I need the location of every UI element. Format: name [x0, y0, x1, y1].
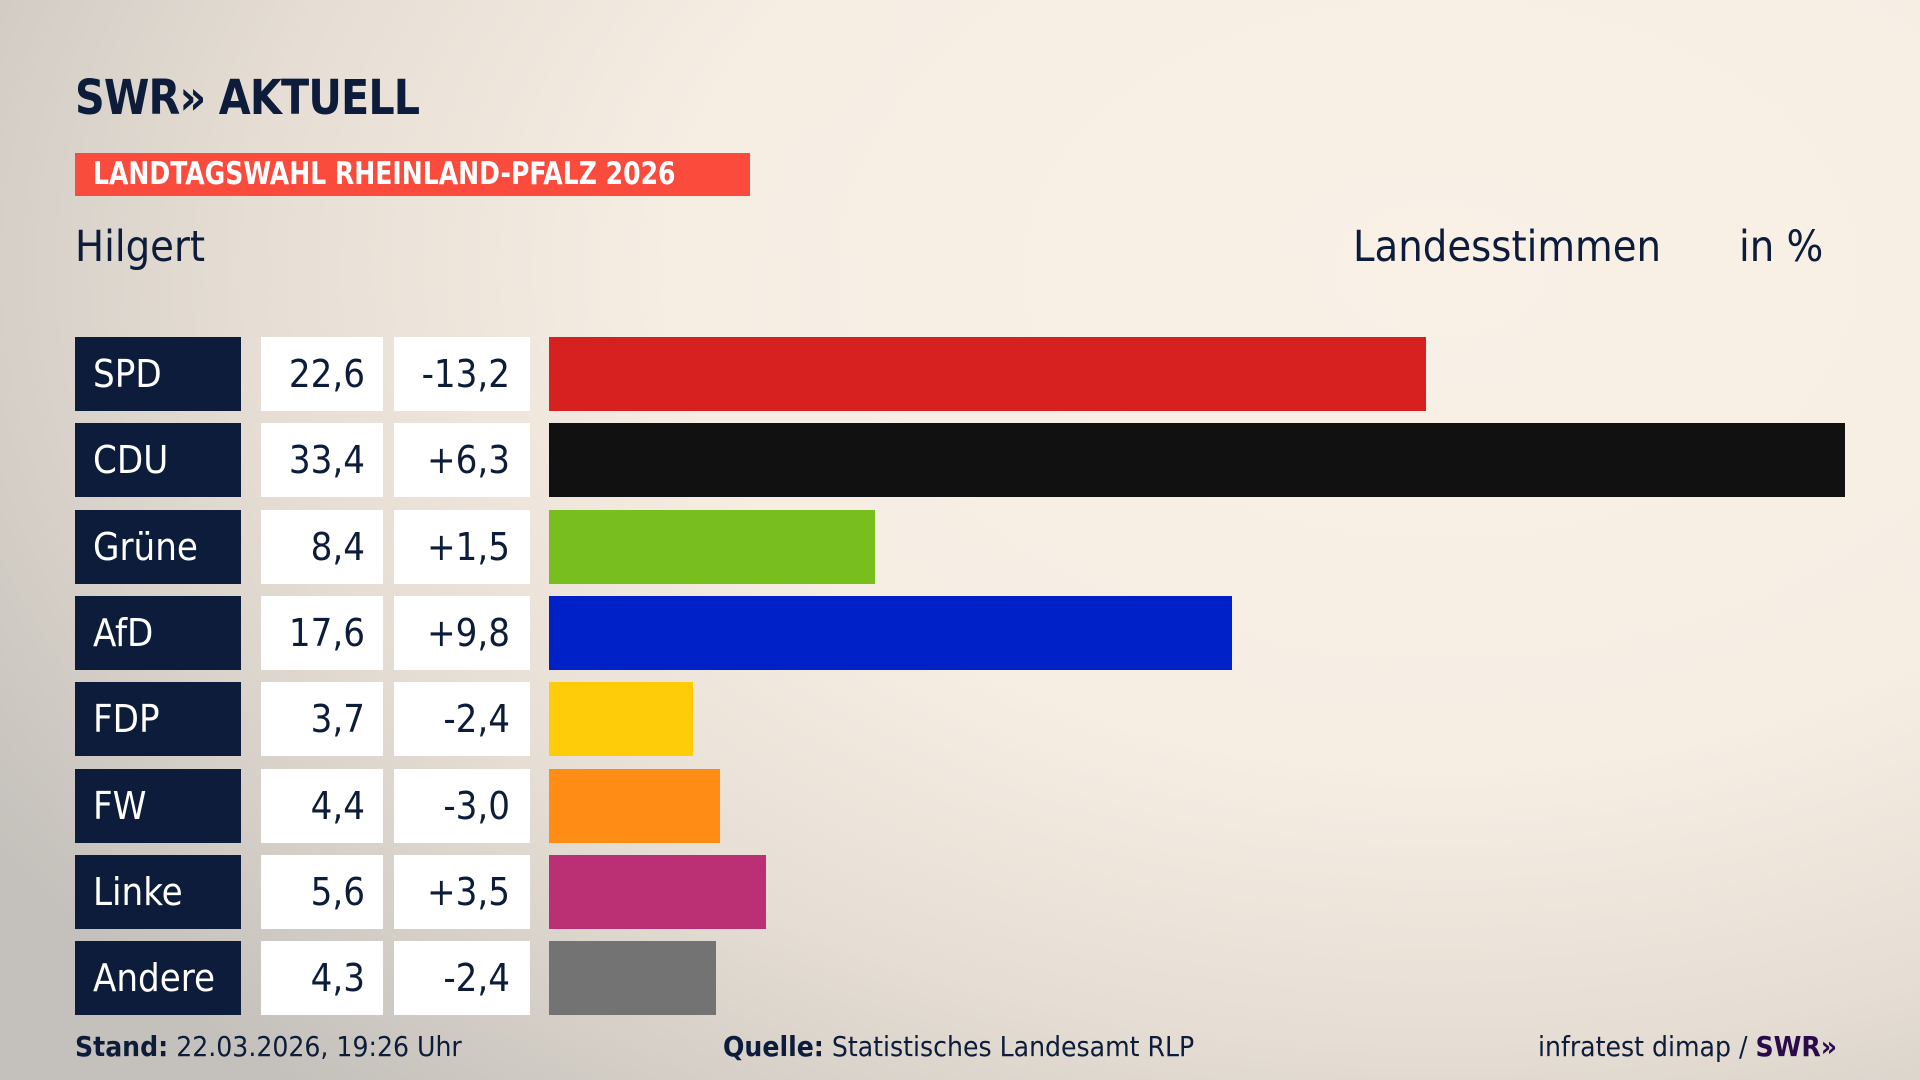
bar-spd: [549, 337, 1426, 411]
value-label: 8,4: [261, 509, 383, 584]
bar-fw: [549, 768, 720, 843]
party-label: CDU: [75, 423, 241, 498]
party-label: Andere: [75, 941, 241, 1016]
value-label: 4,3: [261, 941, 383, 1016]
diff-label: -3,0: [394, 768, 530, 843]
bar-fdp: [549, 682, 693, 757]
credit: infratest dimap / SWR»: [1538, 1030, 1838, 1063]
value-label: 22,6: [261, 337, 383, 411]
party-label: FDP: [75, 682, 241, 757]
party-label: AfD: [75, 595, 241, 670]
swr-aktuell-logo: SWR» AKTUELL: [75, 70, 420, 126]
diff-label: +1,5: [394, 509, 530, 584]
party-label: Grüne: [75, 509, 241, 584]
party-label: SPD: [75, 337, 241, 411]
value-label: 4,4: [261, 768, 383, 843]
vote-type-header: Landesstimmen: [1353, 222, 1662, 272]
diff-label: +6,3: [394, 423, 530, 498]
value-label: 33,4: [261, 423, 383, 498]
timestamp: Stand: 22.03.2026, 19:26 Uhr: [75, 1030, 462, 1063]
source: Quelle: Statistisches Landesamt RLP: [723, 1030, 1195, 1063]
election-banner: LANDTAGSWAHL RHEINLAND-PFALZ 2026: [75, 153, 750, 196]
place-title: Hilgert: [75, 222, 206, 272]
bar-andere: [549, 941, 716, 1016]
value-label: 17,6: [261, 595, 383, 670]
diff-label: -2,4: [394, 941, 530, 1016]
unit-header: in %: [1739, 222, 1824, 272]
bar-grüne: [549, 509, 875, 584]
value-label: 3,7: [261, 682, 383, 757]
diff-label: +3,5: [394, 854, 530, 929]
diff-label: -13,2: [394, 337, 530, 411]
value-label: 5,6: [261, 854, 383, 929]
diff-label: -2,4: [394, 682, 530, 757]
bar-afd: [549, 595, 1232, 670]
diff-label: +9,8: [394, 595, 530, 670]
party-label: FW: [75, 768, 241, 843]
party-label: Linke: [75, 854, 241, 929]
bar-linke: [549, 854, 767, 929]
bar-cdu: [549, 423, 1845, 498]
